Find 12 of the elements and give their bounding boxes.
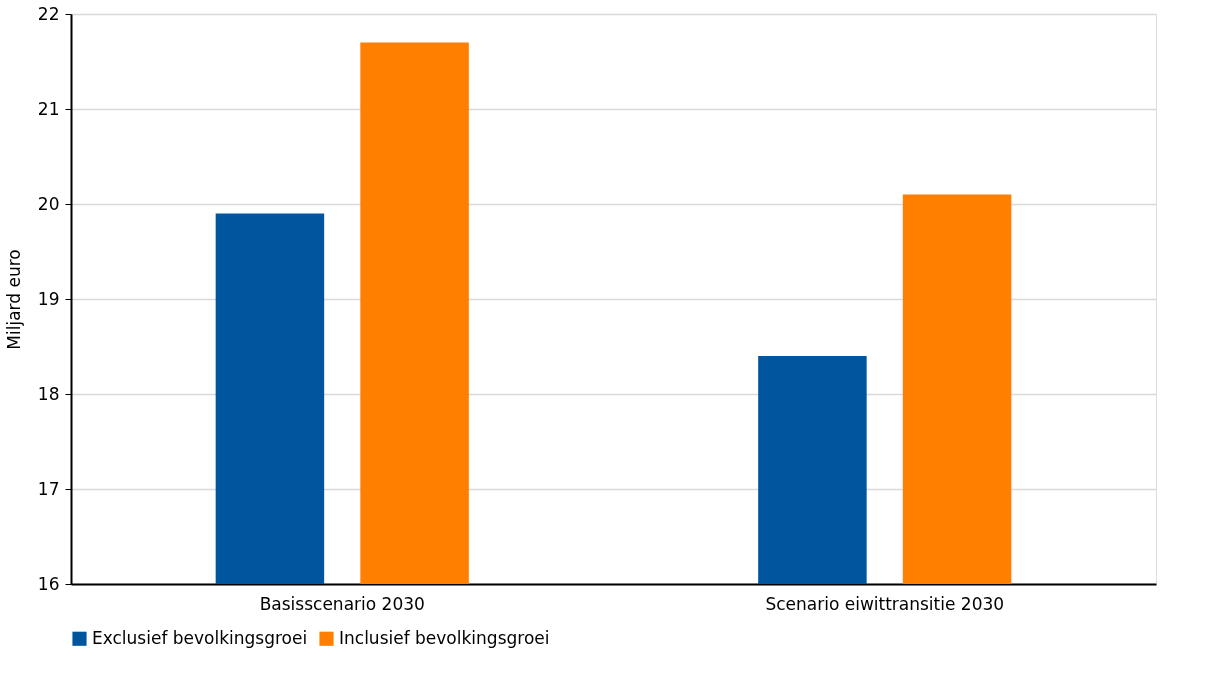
legend-label: Exclusief bevolkingsgroei — [92, 627, 308, 648]
y-tick-label: 21 — [37, 98, 60, 119]
legend-label: Inclusief bevolkingsgroei — [339, 627, 550, 648]
y-tick-label: 22 — [37, 3, 60, 24]
y-tick-label: 20 — [37, 193, 60, 214]
y-tick-label: 16 — [37, 573, 60, 594]
y-tick-label: 18 — [37, 383, 60, 404]
x-tick-label: Basisscenario 2030 — [259, 593, 425, 614]
y-tick-label: 17 — [37, 478, 60, 499]
y-tick-label: 19 — [37, 288, 60, 309]
y-axis-title: Miljard euro — [3, 249, 24, 350]
x-tick-label: Scenario eiwittransitie 2030 — [765, 593, 1005, 614]
